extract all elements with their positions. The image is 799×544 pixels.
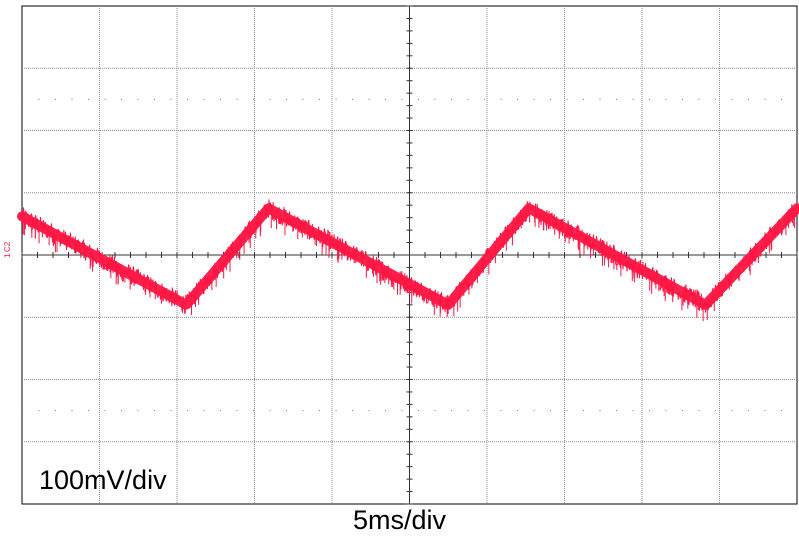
signal-trace [17,199,799,322]
y-scale-label: 100mV/div [39,465,167,495]
channel-marker-number: 1 [3,253,12,258]
x-scale-label: 5ms/div [352,505,447,535]
channel-marker-label: C2 [3,241,12,252]
channel-marker: C2 1 [3,241,12,258]
trace-noise [21,199,798,314]
graticule-grid [21,5,798,505]
trace-spikes [22,208,796,322]
